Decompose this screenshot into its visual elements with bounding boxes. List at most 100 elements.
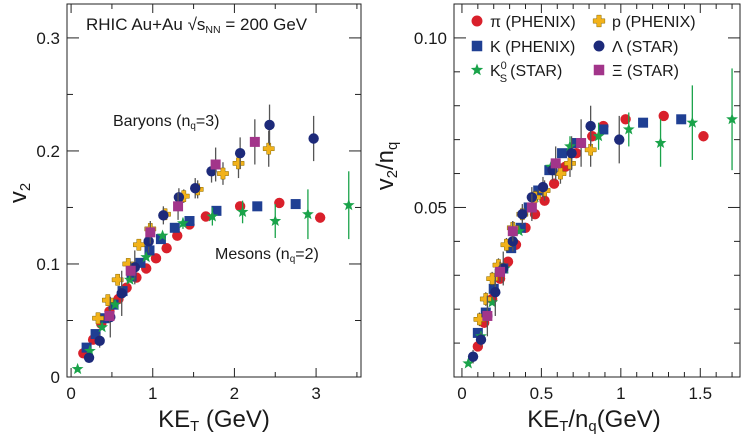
data-point-Lambda (234, 148, 246, 159)
data-point-K0s (96, 321, 109, 333)
series-K (81, 199, 301, 353)
data-point-K0s (686, 116, 699, 128)
legend-marker-K (471, 40, 483, 52)
data-point-Lambda (158, 210, 169, 221)
x-tick-label: 1.5 (688, 384, 712, 403)
data-point-K0s (177, 217, 189, 229)
data-point-K (126, 271, 137, 282)
data-point-K (169, 222, 180, 233)
header-annotation: RHIC Au+Au √sNN = 200 GeV (86, 15, 308, 36)
legend-item-Xi: Ξ (STAR) (593, 63, 679, 80)
data-point-K0s (622, 123, 635, 135)
y-tick-label: 0.2 (36, 142, 60, 161)
y-tick-label: 0.05 (414, 198, 447, 217)
data-point-K0s (83, 344, 96, 357)
x-tick-label: 3 (311, 384, 320, 403)
data-point-K0s (302, 208, 314, 220)
data-point-K (557, 148, 568, 159)
x-tick-label: 0 (457, 384, 466, 403)
data-point-pi (314, 212, 326, 223)
data-point-p (111, 273, 124, 286)
data-point-Lambda (537, 181, 549, 193)
data-point-pi (587, 131, 598, 142)
data-point-K (144, 245, 155, 256)
data-point-K (290, 199, 301, 210)
legend-label: π (PHENIX) (490, 14, 576, 31)
data-point-Xi (576, 138, 587, 149)
plot-frame (66, 3, 362, 378)
x-tick-label: 1 (616, 384, 625, 403)
x-tick-label: 0 (66, 384, 75, 403)
data-point-Xi (495, 266, 506, 277)
y-tick-label: 0.1 (36, 255, 60, 274)
data-point-pi (161, 242, 172, 254)
data-point-pi (274, 197, 285, 209)
data-point-Lambda (614, 134, 625, 145)
x-tick-label: 2 (230, 384, 239, 403)
data-point-p (232, 157, 245, 170)
data-point-p (92, 312, 104, 325)
data-point-Lambda (585, 120, 596, 132)
data-point-pi (658, 110, 669, 122)
data-point-K0s (513, 224, 526, 237)
data-point-p (486, 272, 498, 285)
data-point-Lambda (475, 334, 487, 345)
panel-right: 0 0.5 1 1.5 0.05 0.10 KET/nq(GeV) v2/nq π (PHENI… (372, 3, 741, 435)
data-point-Xi (526, 202, 537, 213)
data-point-Lambda (143, 236, 154, 247)
series-K0s (71, 171, 355, 375)
data-point-K (506, 243, 517, 254)
panel-left: 0 1 2 3 0 0.1 0.2 0.3 KET (GeV) v2 RHIC Au+Au √sNN… (5, 3, 362, 435)
data-point-K (184, 216, 195, 227)
data-point-Xi (145, 227, 156, 238)
data-point-Xi (125, 265, 136, 276)
data-point-Xi (249, 136, 260, 147)
data-point-Lambda (517, 209, 528, 220)
legend-item-pi: π (PHENIX) (471, 14, 576, 31)
legend-marker-pi (471, 15, 483, 27)
data-point-K0s (71, 362, 84, 375)
data-point-pi (150, 253, 162, 264)
data-point-K (81, 342, 92, 353)
data-point-K (638, 117, 649, 128)
data-point-K0s (206, 210, 219, 222)
data-point-K0s (269, 214, 282, 227)
data-point-Lambda (173, 192, 185, 203)
data-point-K (211, 205, 222, 216)
series-Xi (104, 119, 260, 323)
data-point-Xi (173, 201, 184, 212)
legend-item-Lambda: Λ (STAR) (593, 39, 678, 56)
data-point-Lambda (467, 351, 479, 362)
data-point-Lambda (94, 335, 105, 347)
data-point-Xi (550, 158, 561, 169)
x-axis-label: KET/nq(GeV) (527, 406, 660, 435)
data-point-p (217, 167, 229, 180)
data-point-Lambda (264, 119, 275, 131)
y-tick-label: 0.3 (36, 29, 60, 48)
data-point-K0s (123, 273, 136, 285)
legend-marker-K0s (470, 63, 484, 76)
data-point-pi (172, 230, 183, 241)
legend-marker-p (592, 14, 606, 28)
series-Lambda (467, 105, 625, 364)
data-point-K (252, 201, 263, 212)
data-point-Lambda (490, 287, 501, 298)
data-point-K (676, 114, 687, 125)
data-point-K0s (236, 205, 249, 217)
legend-label: Ξ (STAR) (612, 63, 679, 80)
data-point-K0s (140, 250, 153, 263)
data-point-Xi (210, 159, 221, 170)
data-point-K0s (462, 357, 475, 369)
data-layer (71, 104, 355, 375)
data-point-pi (698, 131, 709, 142)
data-point-K (90, 329, 101, 340)
data-point-K (472, 327, 483, 338)
data-point-Lambda (116, 288, 127, 299)
data-point-K0s (486, 296, 499, 308)
data-point-Xi (482, 310, 493, 321)
series-K0s (462, 68, 738, 369)
mesons-annotation: Mesons (nq=2) (215, 246, 319, 265)
data-point-pi (548, 178, 560, 189)
